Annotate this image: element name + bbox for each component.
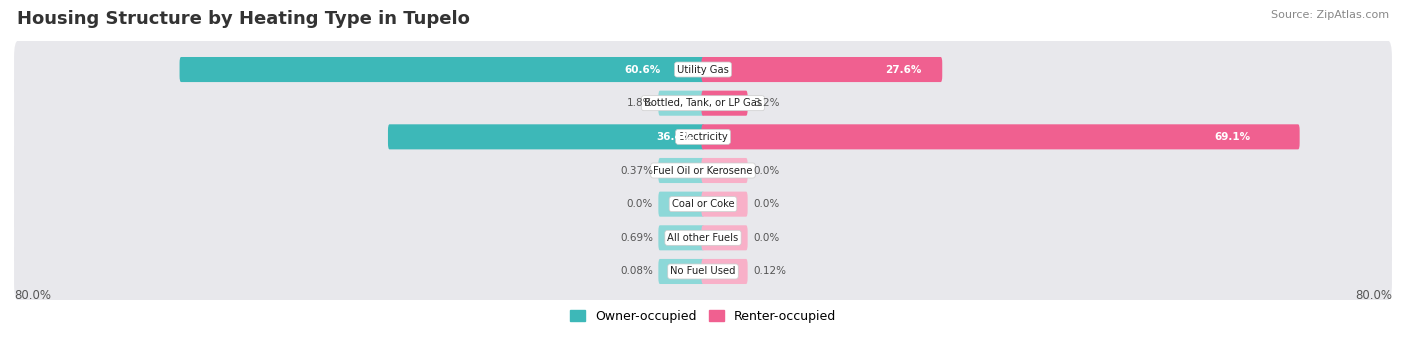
Text: 3.2%: 3.2%	[754, 98, 779, 108]
Text: 27.6%: 27.6%	[886, 64, 922, 75]
FancyBboxPatch shape	[658, 91, 704, 116]
FancyBboxPatch shape	[702, 225, 748, 250]
Text: Housing Structure by Heating Type in Tupelo: Housing Structure by Heating Type in Tup…	[17, 10, 470, 28]
FancyBboxPatch shape	[702, 91, 748, 116]
FancyBboxPatch shape	[14, 242, 1392, 300]
Text: 1.8%: 1.8%	[627, 98, 652, 108]
Text: Source: ZipAtlas.com: Source: ZipAtlas.com	[1271, 10, 1389, 20]
Text: Coal or Coke: Coal or Coke	[672, 199, 734, 209]
Text: 36.4%: 36.4%	[657, 132, 692, 142]
FancyBboxPatch shape	[702, 259, 748, 284]
FancyBboxPatch shape	[658, 259, 704, 284]
FancyBboxPatch shape	[702, 192, 748, 217]
FancyBboxPatch shape	[658, 225, 704, 250]
Text: Bottled, Tank, or LP Gas: Bottled, Tank, or LP Gas	[644, 98, 762, 108]
Text: 0.08%: 0.08%	[620, 266, 652, 277]
Text: 0.0%: 0.0%	[754, 165, 779, 176]
FancyBboxPatch shape	[14, 142, 1392, 199]
Text: 0.0%: 0.0%	[627, 199, 652, 209]
FancyBboxPatch shape	[14, 74, 1392, 132]
Legend: Owner-occupied, Renter-occupied: Owner-occupied, Renter-occupied	[565, 305, 841, 327]
Text: All other Fuels: All other Fuels	[668, 233, 738, 243]
Text: 0.0%: 0.0%	[754, 233, 779, 243]
FancyBboxPatch shape	[14, 209, 1392, 267]
Text: 80.0%: 80.0%	[1355, 289, 1392, 302]
Text: 0.0%: 0.0%	[754, 199, 779, 209]
Text: 0.37%: 0.37%	[620, 165, 652, 176]
FancyBboxPatch shape	[702, 57, 942, 82]
Text: Utility Gas: Utility Gas	[678, 64, 728, 75]
FancyBboxPatch shape	[14, 41, 1392, 99]
Text: No Fuel Used: No Fuel Used	[671, 266, 735, 277]
FancyBboxPatch shape	[702, 158, 748, 183]
FancyBboxPatch shape	[388, 124, 704, 149]
FancyBboxPatch shape	[658, 158, 704, 183]
Text: 69.1%: 69.1%	[1215, 132, 1250, 142]
FancyBboxPatch shape	[702, 124, 1299, 149]
FancyBboxPatch shape	[180, 57, 704, 82]
FancyBboxPatch shape	[14, 108, 1392, 166]
Text: 0.69%: 0.69%	[620, 233, 652, 243]
Text: 60.6%: 60.6%	[624, 64, 661, 75]
Text: Electricity: Electricity	[678, 132, 728, 142]
Text: Fuel Oil or Kerosene: Fuel Oil or Kerosene	[654, 165, 752, 176]
FancyBboxPatch shape	[14, 175, 1392, 233]
Text: 80.0%: 80.0%	[14, 289, 51, 302]
Text: 0.12%: 0.12%	[754, 266, 786, 277]
FancyBboxPatch shape	[658, 192, 704, 217]
